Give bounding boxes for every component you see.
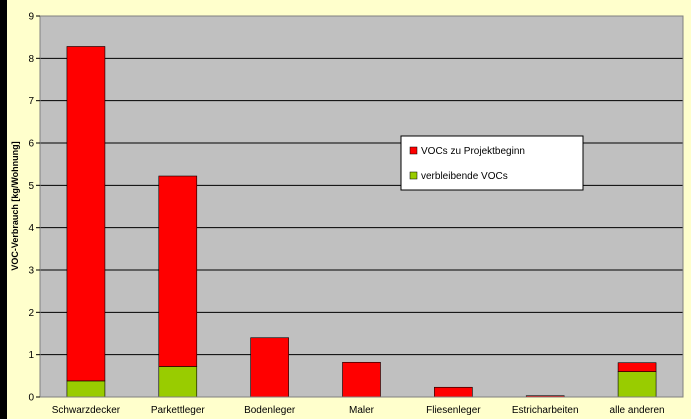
legend-label-voc-projektbeginn: VOCs zu Projektbeginn — [421, 146, 525, 157]
bar-schwarzdecker-series-1 — [66, 46, 106, 382]
axes — [39, 15, 684, 398]
bar-schwarzdecker-series-0 — [66, 380, 106, 398]
y-tick-label-0: 0 — [28, 393, 34, 404]
y-tick-label-6: 6 — [28, 139, 34, 150]
y-tick-label-1: 1 — [28, 350, 34, 361]
x-tick-label-6: alle anderen — [610, 405, 665, 416]
legend-box — [400, 135, 584, 191]
y-tick-label-8: 8 — [28, 54, 34, 65]
bar-parkettleger-series-0 — [158, 366, 198, 398]
legend-swatch-verbleibende-vocs — [409, 171, 418, 180]
y-tick-label-2: 2 — [28, 308, 34, 319]
plot-frame — [39, 15, 684, 398]
bars — [66, 46, 657, 398]
legend-label-verbleibende-vocs: verbleibende VOCs — [421, 171, 508, 182]
y-tick-label-3: 3 — [28, 266, 34, 277]
y-tick-label-7: 7 — [28, 96, 34, 107]
x-tick-label-1: Parkettleger — [151, 405, 206, 416]
gridlines — [40, 57, 683, 356]
y-tick-label-4: 4 — [28, 223, 34, 234]
plot-area — [40, 16, 683, 397]
bar-alle-anderen-series-1 — [617, 362, 657, 372]
x-tick-labels: Schwarzdecker Parkettleger Bodenleger Maler… — [52, 405, 665, 416]
y-tick-label-5: 5 — [28, 181, 34, 192]
left-edge-bar — [0, 0, 7, 419]
y-tick-label-9: 9 — [28, 12, 34, 23]
x-tick-label-3: Maler — [349, 405, 375, 416]
bar-maler-series-1 — [342, 361, 381, 398]
x-tick-label-2: Bodenleger — [244, 405, 296, 416]
x-tick-label-5: Estricharbeiten — [512, 405, 579, 416]
bar-alle-anderen-series-0 — [617, 371, 657, 398]
legend: VOCs zu Projektbeginn verbleibende VOCs — [400, 135, 584, 191]
bar-bodenleger-series-1 — [250, 337, 289, 398]
legend-swatch-voc-projektbeginn — [409, 146, 418, 155]
y-axis-label: VOC-Verbrauch [kg/Wohnung] — [10, 141, 20, 270]
bar-parkettleger-series-1 — [158, 175, 198, 367]
x-tick-label-0: Schwarzdecker — [52, 405, 121, 416]
y-tick-labels: 0 1 2 3 4 5 6 7 8 9 — [28, 12, 40, 404]
x-tick-label-4: Fliesenleger — [426, 405, 481, 416]
bar-fliesenleger-series-1 — [434, 386, 473, 398]
